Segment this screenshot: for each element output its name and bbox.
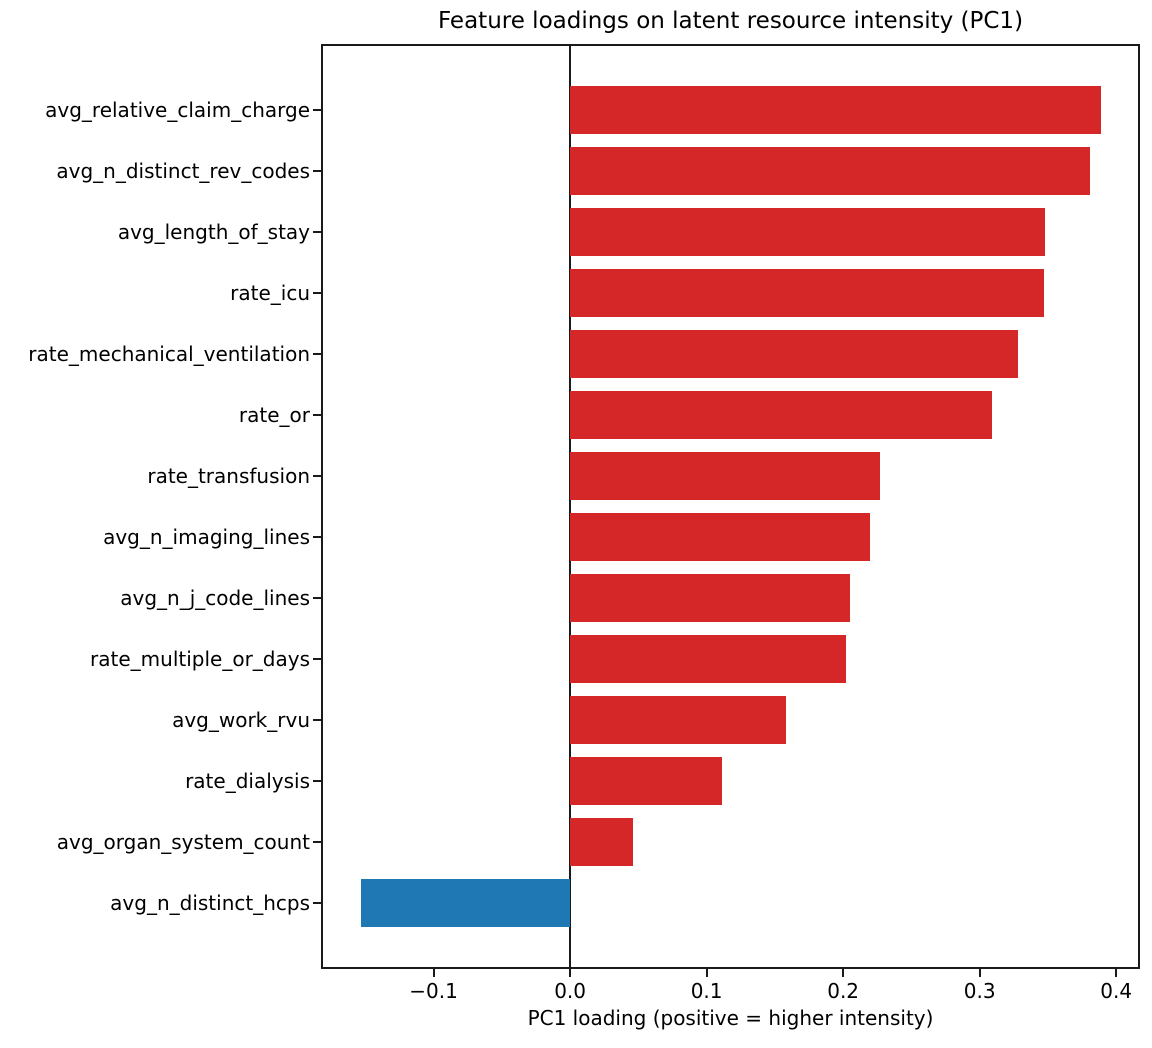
y-tick-label: avg_n_j_code_lines — [120, 586, 310, 610]
y-tick-label: avg_length_of_stay — [117, 220, 310, 244]
y-tick — [313, 109, 321, 111]
x-tick-label: 0.0 — [554, 979, 586, 1003]
bar-rate_dialysis — [570, 756, 722, 806]
x-tick-label: −0.1 — [409, 979, 458, 1003]
y-tick-label: rate_or — [238, 403, 310, 427]
bar-avg_n_imaging_lines — [570, 512, 871, 562]
x-tick — [432, 969, 435, 977]
bar-rate_transfusion — [570, 451, 880, 501]
zero-line — [569, 46, 572, 967]
plot-area — [321, 44, 1140, 969]
chart-title: Feature loadings on latent resource inte… — [437, 8, 1024, 34]
x-tick-label: 0.1 — [690, 979, 723, 1003]
y-tick — [313, 353, 321, 355]
y-tick-label: rate_mechanical_ventilation — [28, 342, 310, 366]
bar-avg_length_of_stay — [570, 207, 1046, 257]
y-tick-label: avg_relative_claim_charge — [45, 98, 310, 122]
x-axis-label: PC1 loading (positive = higher intensity… — [527, 1006, 934, 1030]
y-tick — [313, 597, 321, 599]
y-tick — [313, 170, 321, 172]
y-tick — [313, 658, 321, 660]
y-tick — [313, 780, 321, 782]
bar-rate_icu — [570, 268, 1044, 318]
y-tick-label: avg_n_distinct_rev_codes — [56, 159, 310, 183]
bar-avg_relative_claim_charge — [570, 85, 1102, 135]
bar-avg_work_rvu — [570, 695, 786, 745]
bar-rate_or — [570, 390, 992, 440]
x-tick — [705, 969, 708, 977]
y-tick-label: rate_transfusion — [147, 464, 310, 488]
bar-avg_organ_system_count — [570, 817, 633, 867]
y-tick-label: rate_dialysis — [185, 769, 310, 793]
y-tick — [313, 536, 321, 538]
bar-avg_n_distinct_rev_codes — [570, 146, 1091, 196]
y-tick-label: avg_organ_system_count — [56, 830, 310, 854]
y-tick-label: avg_n_distinct_hcps — [110, 891, 310, 915]
y-tick — [313, 475, 321, 477]
y-tick — [313, 414, 321, 416]
bar-avg_n_distinct_hcps — [361, 878, 571, 928]
x-tick — [842, 969, 845, 977]
bar-avg_n_j_code_lines — [570, 573, 850, 623]
x-tick — [569, 969, 572, 977]
bar-rate_multiple_or_days — [570, 634, 846, 684]
y-tick-label: rate_icu — [230, 281, 310, 305]
y-tick — [313, 292, 321, 294]
x-tick — [1115, 969, 1118, 977]
y-tick — [313, 231, 321, 233]
y-tick-label: rate_multiple_or_days — [90, 647, 310, 671]
x-tick-label: 0.2 — [827, 979, 860, 1003]
x-tick-label: 0.3 — [963, 979, 996, 1003]
y-tick-label: avg_n_imaging_lines — [103, 525, 310, 549]
y-tick-label: avg_work_rvu — [172, 708, 310, 732]
y-tick — [313, 841, 321, 843]
bar-rate_mechanical_ventilation — [570, 329, 1018, 379]
y-tick — [313, 719, 321, 721]
y-tick — [313, 902, 321, 904]
x-tick-label: 0.4 — [1100, 979, 1133, 1003]
x-tick — [978, 969, 981, 977]
